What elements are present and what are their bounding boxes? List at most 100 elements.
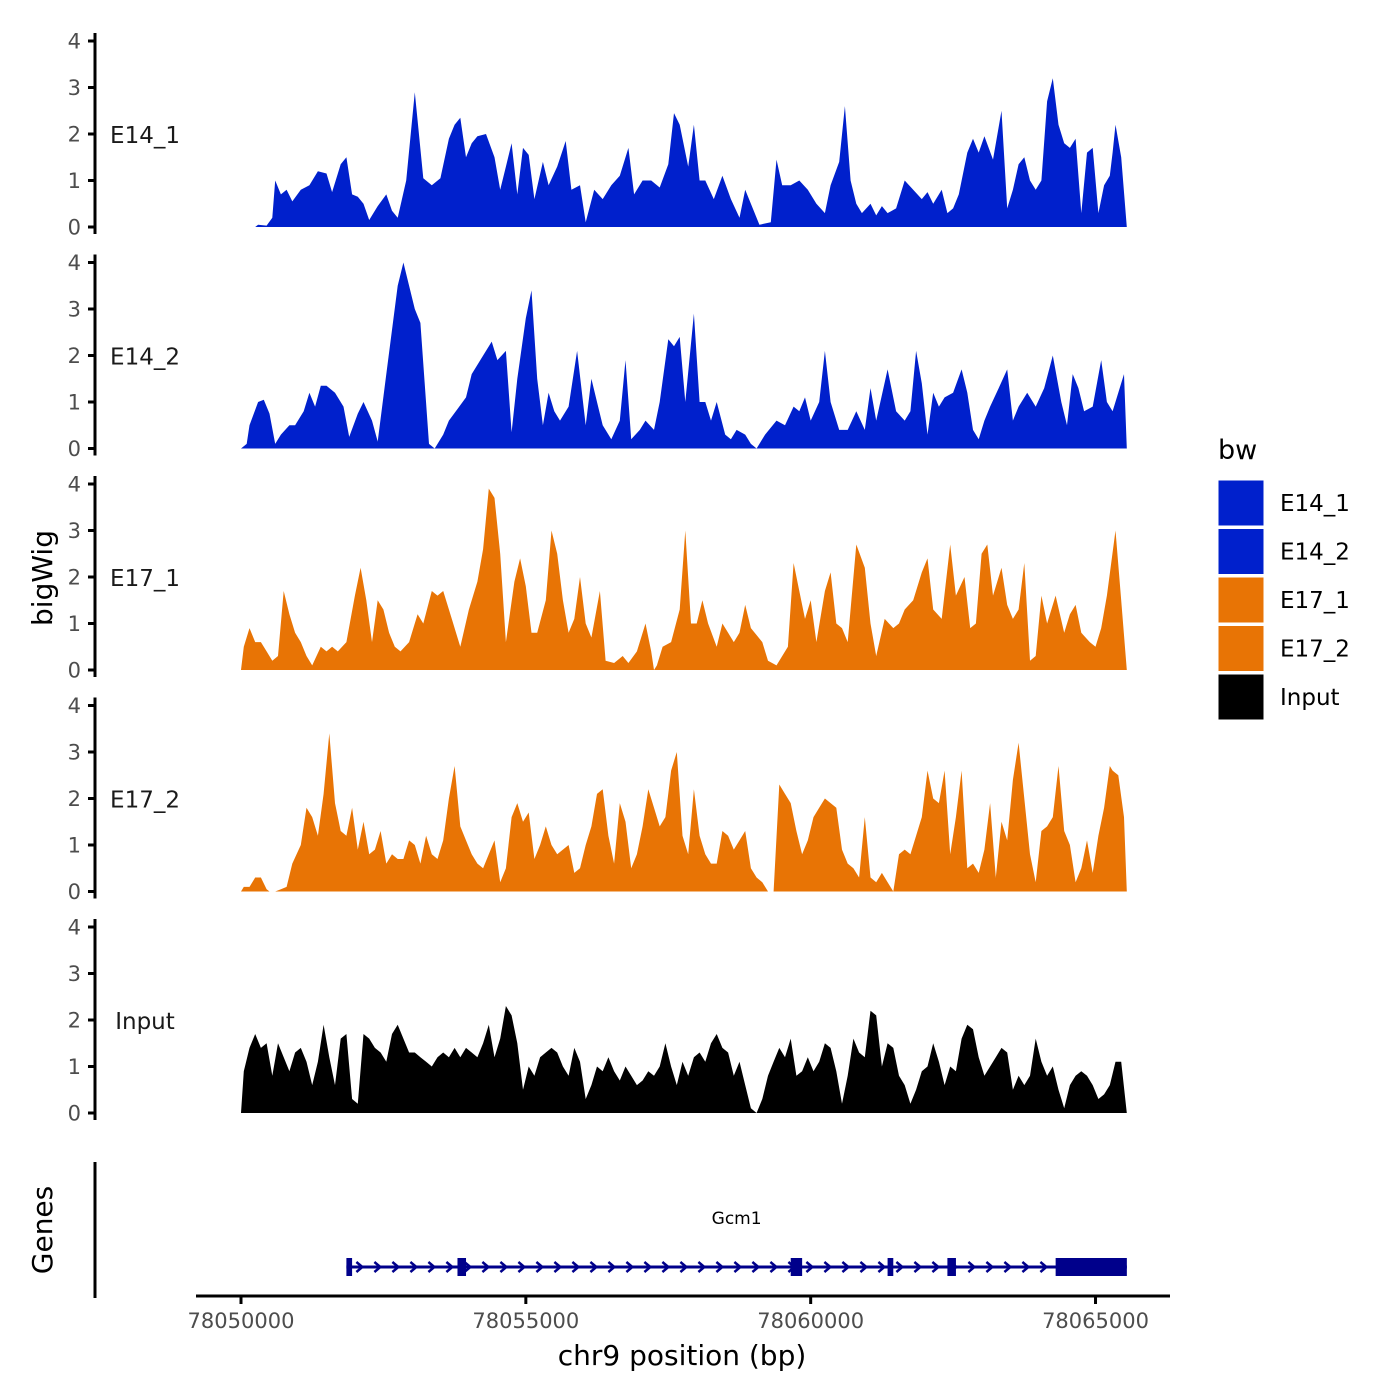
gene-exon-5 [947, 1258, 956, 1276]
area-input [241, 1006, 1127, 1113]
gene-label-gcm1: Gcm1 [712, 1209, 762, 1229]
x-tick-label-78055000: 78055000 [472, 1309, 579, 1333]
y-tick-label-e17-1-1: 1 [68, 612, 81, 636]
track-label-e17-2: E17_2 [110, 788, 180, 814]
area-e17-2 [241, 733, 1127, 892]
strand-arrow [751, 1261, 761, 1273]
y-tick-label-e17-2-4: 4 [68, 694, 81, 718]
y-tick-label-e17-2-3: 3 [68, 741, 81, 765]
track-input: 0 1 2 3 4 Input [68, 916, 1127, 1126]
y-tick-label-e17-1-2: 2 [68, 566, 81, 590]
legend-swatch-e17-2 [1217, 625, 1265, 672]
y-tick-label-input-2: 2 [68, 1009, 81, 1033]
strand-arrow [355, 1261, 365, 1273]
area-e14-1 [255, 78, 1127, 227]
legend-label-input: Input [1280, 685, 1340, 711]
strand-arrow [931, 1261, 941, 1273]
area-e14-2 [241, 262, 1127, 449]
x-axis: 78050000 78055000 78060000 78065000 [188, 1294, 1170, 1333]
track-label-e14-1: E14_1 [110, 123, 180, 149]
track-label-input: Input [115, 1009, 175, 1035]
strand-arrow [1003, 1261, 1013, 1273]
strand-arrow [553, 1261, 563, 1273]
y-tick-label-e14-2-1: 1 [68, 391, 81, 415]
y-tick-label-e17-2-2: 2 [68, 787, 81, 811]
strand-arrow [1039, 1261, 1049, 1273]
track-e14-1: 0 1 2 3 4 E14_1 [68, 30, 1127, 240]
y-axis-title: bigWig [26, 530, 59, 626]
y-tick-label-e14-2-2: 2 [68, 344, 81, 368]
strand-arrow [499, 1261, 509, 1273]
gene-exon-6 [1055, 1258, 1127, 1276]
strand-arrow [463, 1261, 473, 1273]
y-tick-label-e14-2-0: 0 [68, 437, 81, 461]
strand-arrow [661, 1261, 671, 1273]
y-tick-label-input-3: 3 [68, 962, 81, 986]
y-tick-label-e14-1-3: 3 [68, 76, 81, 100]
x-tick-label-78050000: 78050000 [188, 1309, 295, 1333]
strand-arrow [643, 1261, 653, 1273]
strand-arrow [445, 1261, 455, 1273]
strand-arrow [1021, 1261, 1031, 1273]
legend-label-e14-2: E14_2 [1280, 540, 1350, 566]
track-panels: 0 1 2 3 4 E14_1 0 1 2 3 4 E14_2 0 1 2 3 4 E17_1 0 1 2 3 4 E17_2… [68, 30, 1127, 1126]
y-tick-label-input-4: 4 [68, 916, 81, 940]
strand-arrow [625, 1261, 635, 1273]
y-tick-label-e14-2-3: 3 [68, 298, 81, 322]
legend-swatch-e14-2 [1217, 528, 1265, 575]
y-tick-label-e14-1-0: 0 [68, 216, 81, 240]
y-tick-label-input-1: 1 [68, 1055, 81, 1079]
y-tick-label-e17-1-3: 3 [68, 519, 81, 543]
track-e17-1: 0 1 2 3 4 E17_1 [68, 473, 1127, 683]
x-axis-title: chr9 position (bp) [558, 1339, 807, 1372]
y-tick-label-e14-1-2: 2 [68, 123, 81, 147]
strand-arrow [373, 1261, 383, 1273]
strand-arrow [679, 1261, 689, 1273]
track-label-e17-1: E17_1 [110, 566, 180, 592]
strand-arrow [769, 1261, 779, 1273]
strand-arrow [823, 1261, 833, 1273]
strand-arrow [877, 1261, 887, 1273]
strand-arrow [409, 1261, 419, 1273]
strand-arrow [607, 1261, 617, 1273]
y-tick-label-e17-1-4: 4 [68, 473, 81, 497]
strand-arrow [481, 1261, 491, 1273]
x-tick-label-78060000: 78060000 [757, 1309, 864, 1333]
area-e17-1 [241, 488, 1127, 670]
strand-arrow [589, 1261, 599, 1273]
track-label-e14-2: E14_2 [110, 345, 180, 371]
y-tick-label-input-0: 0 [68, 1102, 81, 1126]
strand-arrow [841, 1261, 851, 1273]
gene-exon-4 [887, 1258, 894, 1276]
strand-arrow [913, 1261, 923, 1273]
genes-panel: Genes Gcm1 [26, 1162, 1127, 1298]
legend: bw E14_1 E14_2 E17_1 E17_2 Input [1217, 435, 1350, 721]
y-tick-label-e17-2-0: 0 [68, 880, 81, 904]
x-tick-label-78065000: 78065000 [1042, 1309, 1149, 1333]
legend-swatch-e14-1 [1217, 479, 1265, 527]
strand-arrow [859, 1261, 869, 1273]
legend-title: bw [1218, 435, 1257, 466]
strand-arrow [427, 1261, 437, 1273]
strand-arrow [805, 1261, 815, 1273]
y-tick-label-e14-1-4: 4 [68, 30, 81, 54]
strand-arrow [517, 1261, 527, 1273]
genes-title: Genes [26, 1186, 59, 1274]
gene-exon-1 [346, 1258, 353, 1276]
strand-arrow [571, 1261, 581, 1273]
y-tick-label-e17-1-0: 0 [68, 659, 81, 683]
strand-arrow [715, 1261, 725, 1273]
legend-swatch-input [1217, 673, 1265, 721]
y-tick-label-e14-2-4: 4 [68, 251, 81, 275]
legend-label-e17-2: E17_2 [1280, 637, 1350, 663]
strand-arrow [391, 1261, 401, 1273]
gene-model [346, 1258, 1127, 1276]
strand-arrow [697, 1261, 707, 1273]
legend-swatch-e17-1 [1217, 576, 1265, 624]
strand-arrow [733, 1261, 743, 1273]
strand-arrow [985, 1261, 995, 1273]
gene-exon-3 [790, 1258, 803, 1276]
strand-arrow [967, 1261, 977, 1273]
